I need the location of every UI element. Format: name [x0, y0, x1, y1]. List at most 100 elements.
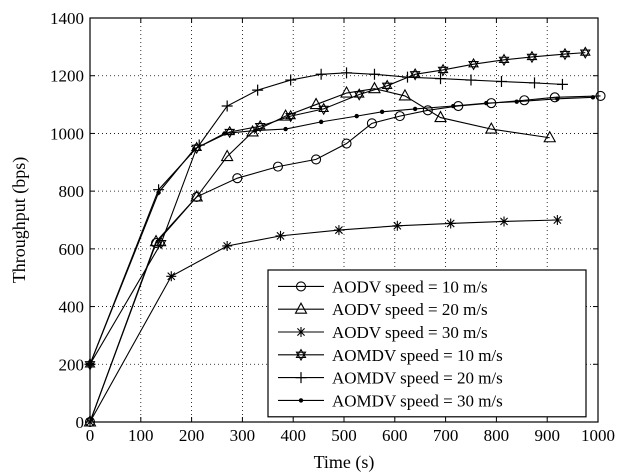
x-tick-label: 300	[230, 426, 256, 445]
circle-marker	[595, 90, 606, 101]
hexagram-marker	[498, 53, 510, 63]
legend-item: AOMDV speed = 20 m/s	[278, 369, 503, 388]
triangle-marker	[294, 302, 308, 314]
hexagram-marker	[381, 82, 393, 93]
circle-marker	[422, 105, 433, 116]
plus-marker	[252, 84, 264, 96]
x-tick-label: 700	[433, 426, 459, 445]
y-tick-label: 600	[59, 240, 85, 259]
hexagram-marker	[559, 50, 571, 61]
legend-item: AOMDV speed = 30 m/s	[278, 391, 503, 410]
hexagram-marker	[254, 119, 266, 130]
hexagram-marker	[437, 66, 449, 77]
dot-marker	[555, 96, 560, 102]
dot-marker	[252, 128, 258, 133]
triangle-marker	[434, 110, 447, 123]
legend-label: AOMDV speed = 10 m/s	[332, 346, 503, 365]
dot-marker	[514, 99, 519, 104]
dot-marker	[222, 131, 227, 136]
x-tick-label: 500	[331, 426, 357, 445]
hexagram-marker	[353, 91, 365, 101]
circle-marker	[366, 118, 377, 129]
hexagram-marker	[526, 53, 538, 64]
triangle-marker	[190, 189, 204, 202]
y-tick-label: 1200	[50, 67, 84, 86]
hexagram-marker	[353, 88, 365, 98]
hexagram-marker	[498, 56, 510, 67]
dot-marker	[484, 100, 489, 106]
plus-marker	[315, 68, 327, 80]
circle-marker	[232, 173, 243, 184]
dot-marker	[191, 147, 197, 152]
circle-marker	[272, 161, 284, 172]
dot-marker	[354, 113, 359, 119]
plus-marker	[295, 372, 307, 384]
hexagram-marker	[409, 67, 421, 78]
plus-marker	[529, 77, 540, 89]
x-tick-label: 1000	[581, 426, 615, 445]
y-tick-label: 1400	[50, 9, 84, 28]
hexagram-marker	[155, 236, 167, 247]
dot-marker	[156, 190, 161, 195]
legend-item: AODV speed = 20 m/s	[278, 300, 488, 319]
hexagram-marker	[254, 123, 266, 133]
dot-marker	[298, 398, 304, 403]
hexagram-marker	[155, 239, 167, 250]
legend-item: AODV speed = 30 m/s	[278, 323, 488, 342]
triangle-marker	[543, 130, 557, 143]
x-tick-label: 200	[179, 426, 205, 445]
hexagram-marker	[409, 71, 421, 81]
hexagram-marker	[295, 348, 307, 358]
y-axis-label: Throughput (bps)	[9, 157, 30, 283]
plus-marker	[435, 73, 447, 85]
plus-marker	[402, 71, 413, 83]
star-marker	[296, 327, 306, 337]
series-line	[89, 88, 550, 423]
star-marker	[499, 216, 510, 227]
triangle-marker	[340, 85, 353, 98]
plus-marker	[465, 74, 477, 86]
star-marker	[222, 240, 233, 251]
y-tick-label: 200	[59, 355, 85, 374]
x-tick-label: 800	[484, 426, 510, 445]
legend-label: AOMDV speed = 30 m/s	[332, 391, 503, 410]
star-marker	[166, 271, 177, 282]
x-tick-label: 400	[280, 426, 306, 445]
y-tick-label: 1000	[50, 124, 84, 143]
circle-marker	[519, 95, 530, 106]
hexagram-marker	[437, 63, 449, 74]
hexagram-marker	[468, 61, 479, 71]
y-tick-label: 800	[59, 182, 85, 201]
series-6	[87, 95, 596, 367]
legend-box	[267, 269, 587, 418]
legend: AODV speed = 10 m/s AODV speed = 20 m/s AO…	[267, 269, 587, 418]
triangle-marker	[484, 121, 498, 134]
tick-layer: 0 100 200 300 400 500 600 700 800 900 1000 0 200 400 6…	[50, 9, 615, 445]
dot-marker	[318, 119, 324, 125]
x-tick-label: 100	[128, 426, 154, 445]
x-tick-label: 0	[86, 426, 95, 445]
legend-label: AODV speed = 10 m/s	[332, 277, 488, 296]
series-line	[89, 95, 601, 423]
dot-marker	[412, 106, 418, 112]
star-marker	[275, 230, 286, 241]
dot-marker	[590, 95, 596, 100]
x-tick-label: 900	[534, 426, 560, 445]
hexagram-marker	[318, 102, 330, 113]
star-marker	[445, 218, 456, 229]
circle-marker	[549, 92, 560, 103]
triangle-marker	[398, 88, 412, 101]
circle-marker	[394, 111, 405, 122]
circle-marker	[341, 138, 352, 149]
circle-marker	[311, 154, 322, 165]
x-axis-label: Time (s)	[314, 452, 375, 473]
y-tick-label: 400	[59, 298, 85, 317]
star-marker	[333, 225, 344, 236]
hexagram-marker	[579, 49, 591, 59]
dot-marker	[379, 109, 385, 114]
legend-label: AODV speed = 30 m/s	[332, 323, 488, 342]
hexagram-marker	[559, 47, 571, 58]
star-marker	[392, 220, 403, 231]
hexagram-marker	[468, 57, 479, 68]
